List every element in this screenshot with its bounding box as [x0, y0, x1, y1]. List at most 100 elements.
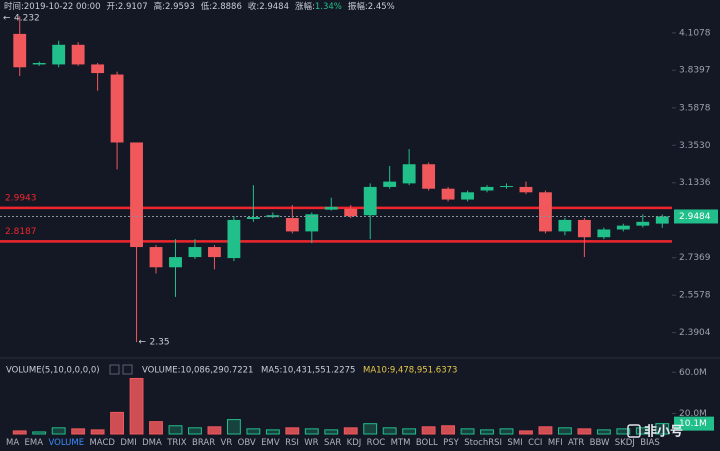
indicator-tab[interactable]: ATR — [567, 438, 585, 448]
candle-body — [227, 219, 241, 259]
y-tick-label: 3.5878 — [679, 103, 711, 113]
y-tick-label: 2.3904 — [679, 328, 711, 338]
volume-bar — [519, 430, 533, 435]
indicator-tab[interactable]: VR — [220, 438, 233, 448]
indicator-tab[interactable]: ROC — [366, 438, 386, 448]
candle-body — [519, 186, 533, 193]
indicator-tab[interactable]: CCI — [528, 438, 543, 448]
y-tick-label: 2.7369 — [679, 253, 711, 263]
indicator-tab[interactable]: BOLL — [415, 438, 438, 448]
indicator-tab[interactable]: DMI — [120, 438, 137, 448]
indicator-tab[interactable]: MA — [6, 438, 20, 448]
candle-body — [324, 206, 338, 210]
volume-bar — [343, 427, 358, 435]
header-value: 2.9107 — [117, 2, 148, 12]
header: 时间:2019-10-22 00:00 开:2.9107 高:2.9593 低:2.8… — [4, 0, 395, 12]
header-label: 高: — [153, 2, 165, 12]
indicator-tab[interactable]: BBW — [589, 438, 610, 448]
indicator-tab[interactable]: BRAR — [192, 438, 216, 448]
volume-bar — [12, 430, 27, 435]
last-price-label: 2.9484 — [679, 212, 711, 222]
indicator-tab[interactable]: PSY — [443, 438, 459, 448]
candle-body — [480, 186, 494, 191]
candle-body — [422, 164, 436, 189]
candle-body — [383, 181, 397, 187]
indicator-tab[interactable]: WR — [304, 438, 319, 448]
indicator-tab[interactable]: EMV — [261, 438, 280, 448]
candle-body — [636, 221, 650, 226]
candle-body — [285, 218, 299, 232]
header-item: 开:2.9107 — [106, 0, 147, 12]
candle-body — [402, 164, 416, 184]
indicator-tab[interactable]: EMA — [24, 438, 44, 448]
volume-bar — [480, 429, 494, 435]
indicator-tab[interactable]: MTM — [390, 438, 411, 448]
volume-label-box — [674, 416, 714, 431]
candle-body — [71, 44, 85, 65]
volume-bar — [596, 429, 611, 435]
indicator-info: VOLUME:10,086,290.7221 — [142, 366, 253, 376]
volume-bar — [188, 427, 202, 435]
volume-bar — [51, 427, 66, 435]
volume-bar — [441, 425, 456, 435]
horizontal-line-label: 2.8187 — [5, 227, 37, 237]
header-item: 收:2.9484 — [248, 0, 289, 12]
indicator-tab[interactable]: BIAS — [640, 438, 660, 448]
volume-bar — [538, 426, 553, 435]
indicator-tab[interactable]: RSI — [285, 438, 299, 448]
min-arrow: ← — [139, 338, 147, 348]
candle-body — [500, 186, 513, 188]
indicator-tab[interactable]: MFI — [547, 438, 563, 448]
candle-body — [149, 247, 163, 268]
watermark-icon — [627, 424, 641, 438]
volume-bar — [110, 411, 125, 435]
indicator-tab[interactable]: SMI — [507, 438, 523, 448]
indicator-tab[interactable]: DMA — [142, 438, 162, 448]
volume-bar — [577, 428, 592, 435]
indicator-tab[interactable]: StochRSI — [464, 438, 503, 448]
header-item: 振幅:2.45% — [348, 0, 395, 12]
indicator-info: MA10:9,478,951.6373 — [363, 366, 457, 376]
candle-body — [169, 257, 182, 268]
volume-bar — [226, 419, 241, 435]
indicator-tab[interactable]: TRIX — [167, 438, 187, 448]
indicator-tab[interactable]: KDJ — [346, 438, 362, 448]
candle-body — [441, 188, 455, 200]
volume-bar — [246, 428, 261, 435]
horizontal-line-label: 2.9943 — [5, 193, 37, 203]
indicator-tab[interactable]: SKDJ — [614, 438, 635, 448]
candle-body — [91, 64, 105, 74]
candle-body — [208, 247, 221, 258]
candle-body — [616, 225, 630, 230]
candle-body — [577, 219, 591, 238]
settings-icon — [109, 364, 120, 375]
indicator-tab[interactable]: SAR — [323, 438, 342, 448]
volume-bar — [460, 428, 475, 435]
header-item: 涨幅:1.34% — [295, 0, 342, 12]
indicator-tab[interactable]: VOLUME — [48, 438, 85, 448]
header-label: 涨幅: — [294, 2, 315, 12]
volume-bar — [285, 427, 300, 435]
indicator-info: VOLUME(5,10,0,0,0,0) — [6, 366, 100, 376]
indicator-tab[interactable]: OBV — [237, 438, 256, 448]
volume-bar — [265, 429, 280, 435]
volume-bar — [129, 377, 144, 435]
volume-bar — [32, 431, 47, 435]
volume-bar — [616, 428, 631, 435]
header-value: 2.9484 — [259, 2, 289, 12]
volume-value-label: 10.1M — [679, 419, 707, 429]
volume-bar — [382, 427, 397, 435]
volume-bar — [71, 428, 86, 435]
header-value: 2.8886 — [212, 2, 242, 12]
y-tick-label: 3.8397 — [679, 66, 711, 76]
volume-bar — [557, 427, 572, 435]
min-label: 2.35 — [150, 338, 170, 348]
candle-body — [539, 192, 552, 232]
watermark: 非小号 — [644, 424, 683, 440]
y-tick-label: 60.0M — [679, 368, 707, 378]
header-value: 1.34% — [314, 2, 342, 12]
indicator-tab[interactable]: MACD — [89, 438, 115, 448]
candle-body — [558, 219, 572, 232]
